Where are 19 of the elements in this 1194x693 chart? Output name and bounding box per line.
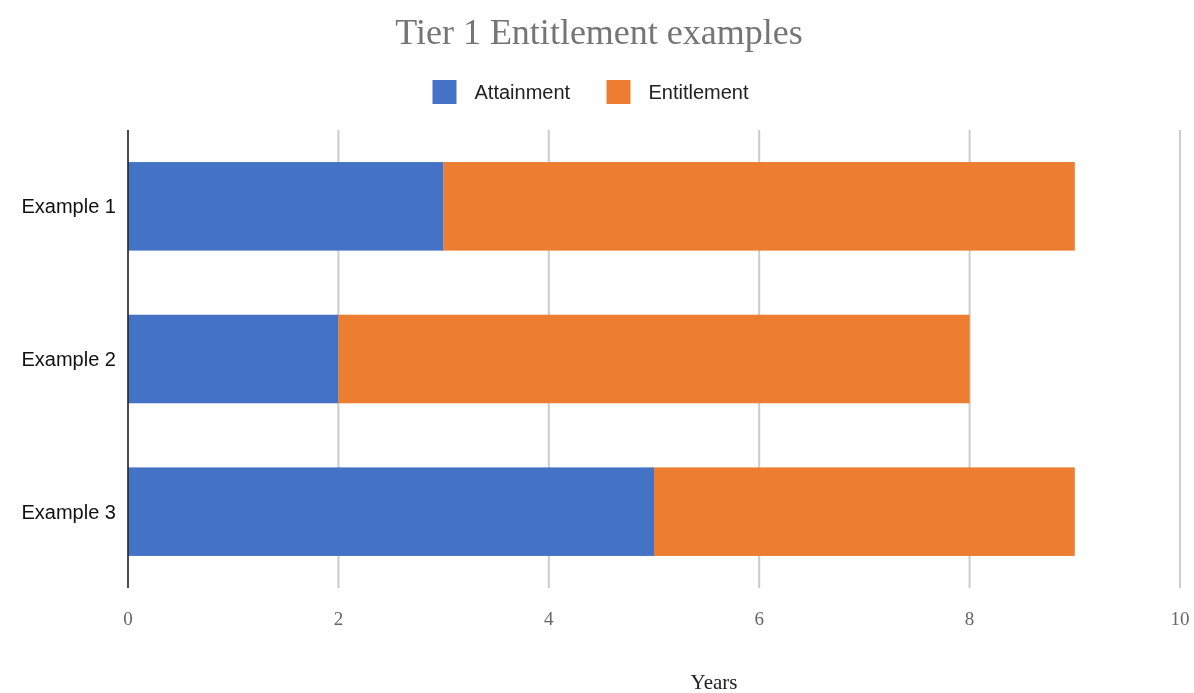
x-tick-label: 6: [754, 608, 764, 629]
x-tick-label: 0: [123, 608, 133, 629]
y-tick-label: Example 2: [21, 348, 116, 370]
legend-label: Entitlement: [648, 81, 749, 103]
y-tick-label: Example 3: [21, 500, 116, 523]
y-tick-label: Example 1: [21, 195, 116, 218]
bar: [443, 162, 1075, 251]
bar: [338, 314, 970, 404]
bar: [128, 467, 654, 556]
bar: [654, 467, 1075, 556]
x-tick-label: 4: [544, 608, 555, 629]
x-tick-label: 10: [1170, 608, 1190, 629]
legend-label: Attainment: [474, 81, 571, 103]
chart-title: Tier 1 Entitlement examples: [395, 12, 803, 52]
bar: [128, 162, 444, 251]
bar: [128, 314, 339, 404]
x-axis-title: Years: [690, 670, 738, 693]
x-tick-label: 2: [333, 608, 344, 629]
x-tick-label: 8: [964, 608, 975, 629]
